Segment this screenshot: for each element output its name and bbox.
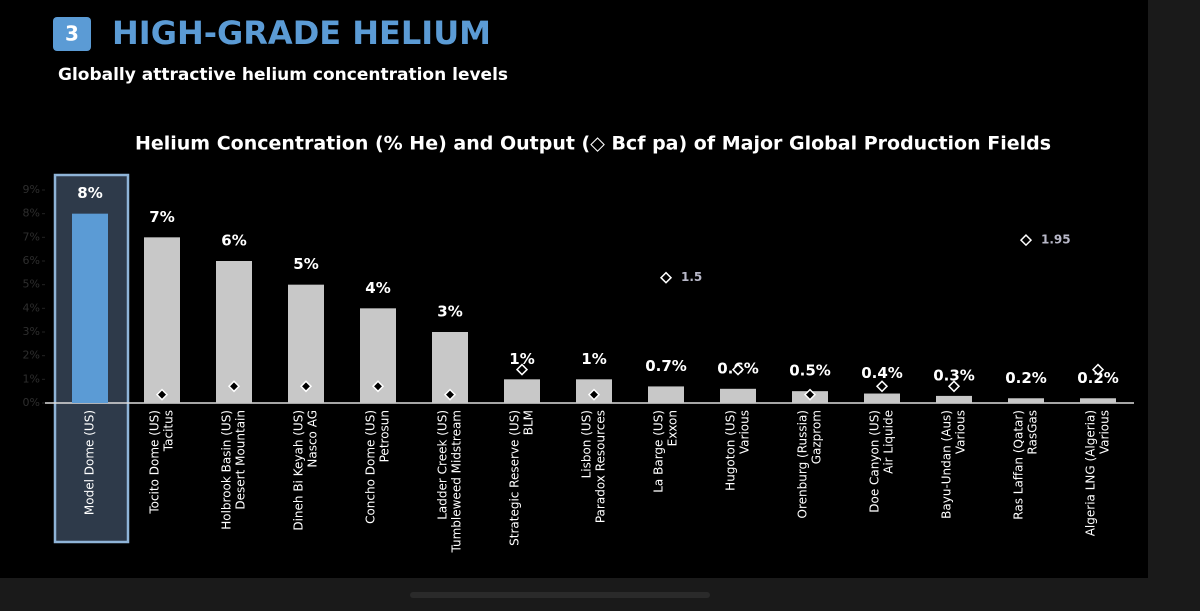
value-label: 4% [365, 279, 390, 297]
y-tick-label: 8% [23, 207, 40, 220]
x-tick-label: Exxon [666, 410, 680, 446]
x-tick-label: Bayu-Undan (Aus) [940, 410, 954, 519]
y-tick-label: 1% [23, 372, 40, 385]
x-tick-label: RasGas [1026, 410, 1040, 455]
bar [504, 379, 540, 403]
value-label: 6% [221, 232, 246, 250]
output-marker [1019, 234, 1033, 247]
x-tick-label: Doe Canyon (US) [868, 410, 882, 513]
y-tick-label: 6% [23, 254, 40, 267]
x-tick-label: Various [738, 410, 752, 454]
x-tick-label: Tumbleweed Midstream [450, 410, 464, 554]
value-label: 3% [437, 303, 462, 321]
x-tick-label: Various [954, 410, 968, 454]
output-marker [731, 363, 745, 376]
x-tick-label: Algeria LNG (Algeria) [1084, 410, 1098, 536]
value-label: 0.3% [933, 366, 975, 384]
y-tick-label: 0% [23, 396, 40, 409]
bar [72, 213, 108, 403]
badge [53, 17, 91, 51]
value-label: 1% [509, 350, 534, 368]
y-tick-label: 5% [23, 278, 40, 291]
x-tick-label: Model Dome (US) [83, 410, 97, 515]
value-label: 8% [77, 184, 102, 202]
output-marker [587, 388, 601, 401]
x-tick-label: Concho Dome (US) [364, 410, 378, 524]
bar [144, 237, 180, 403]
x-tick-label: Hugoton (US) [724, 410, 738, 491]
x-tick-label: Orenburg (Russia) [796, 410, 810, 518]
chart-title: Helium Concentration (% He) and Output (… [135, 133, 1051, 155]
bar [1008, 398, 1044, 403]
y-tick-label: 7% [23, 230, 40, 243]
y-tick-label: 2% [23, 349, 40, 362]
bar [936, 395, 972, 403]
output-label: 1.95 [1041, 233, 1071, 247]
output-marker [1091, 363, 1105, 376]
x-tick-label: Desert Mountain [234, 410, 248, 510]
x-tick-label: Holbrook Basin (US) [220, 410, 234, 530]
x-tick-label: Lisbon (US) [580, 410, 594, 478]
bar [864, 393, 900, 403]
output-marker [371, 380, 385, 393]
x-tick-label: Tacitus [162, 410, 176, 452]
value-label: 1% [581, 350, 606, 368]
x-tick-label: Petrosun [378, 410, 392, 462]
x-tick-label: Tocito Dome (US) [148, 410, 162, 515]
y-tick-label: 3% [23, 325, 40, 338]
output-marker [443, 388, 457, 401]
x-tick-label: Various [1098, 410, 1112, 454]
value-label: 0.5% [789, 362, 831, 380]
output-marker [299, 380, 313, 393]
x-tick-label: Air Liquide [882, 410, 896, 474]
output-marker [947, 380, 961, 393]
y-tick-label: 9% [23, 183, 40, 196]
value-label: 5% [293, 255, 318, 273]
output-marker [515, 363, 529, 376]
output-marker [803, 388, 817, 401]
value-label: 0.2% [1077, 369, 1119, 387]
value-label: 7% [149, 208, 174, 226]
bar [216, 261, 252, 403]
bar [648, 386, 684, 403]
x-tick-label: Nasco AG [306, 410, 320, 468]
value-label: 0.2% [1005, 369, 1047, 387]
x-tick-label: BLM [522, 410, 536, 435]
output-marker [659, 271, 673, 284]
output-marker [155, 388, 169, 401]
output-marker [875, 380, 889, 393]
slide-title: HIGH-GRADE HELIUM [112, 14, 491, 52]
badge-number: 3 [65, 22, 79, 46]
output-marker [227, 380, 241, 393]
bar [1080, 398, 1116, 403]
value-label: 0.7% [645, 357, 687, 375]
slide-bg [0, 0, 1148, 578]
x-tick-label: Dineh Bi Keyah (US) [292, 410, 306, 531]
y-tick-label: 4% [23, 301, 40, 314]
x-tick-label: Gazprom [810, 410, 824, 464]
bar [720, 388, 756, 403]
scrollbar [410, 592, 710, 598]
output-label: 1.5 [681, 270, 702, 284]
x-tick-label: Ladder Creek (US) [436, 410, 450, 520]
slide-subtitle: Globally attractive helium concentration… [58, 65, 508, 85]
value-label: 0.4% [861, 364, 903, 382]
x-tick-label: Paradox Resources [594, 410, 608, 523]
x-tick-label: Ras Laffan (Qatar) [1012, 410, 1026, 520]
x-tick-label: Strategic Reserve (US) [508, 410, 522, 546]
x-tick-label: La Barge (US) [652, 410, 666, 493]
